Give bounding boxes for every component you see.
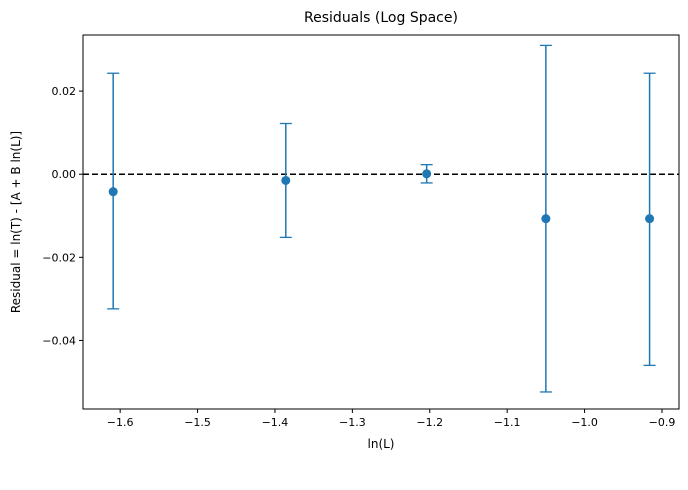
- data-point: [281, 175, 291, 185]
- plot-frame: [82, 34, 680, 410]
- x-tick-label: −1.2: [416, 416, 443, 429]
- y-tick-label: 0.00: [52, 168, 77, 181]
- x-axis-label: ln(L): [368, 437, 395, 451]
- x-tick-label: −1.3: [339, 416, 366, 429]
- y-tick-label: 0.02: [52, 85, 77, 98]
- data-point: [645, 214, 655, 224]
- y-tick-label: −0.02: [42, 251, 76, 264]
- y-tick-label: −0.04: [42, 334, 76, 347]
- data-point: [541, 214, 551, 224]
- x-tick-label: −1.6: [107, 416, 134, 429]
- data-point-group: [279, 122, 292, 239]
- x-tick-label: −1.4: [262, 416, 289, 429]
- x-tick-label: −1.5: [184, 416, 211, 429]
- data-point: [108, 187, 118, 197]
- data-point-group: [107, 72, 120, 310]
- y-axis-label: Residual = ln(T) - [A + B ln(L)]: [9, 131, 23, 313]
- data-point: [422, 169, 432, 179]
- chart-title: Residuals (Log Space): [304, 10, 458, 26]
- x-tick-label: −1.0: [571, 416, 598, 429]
- x-tick-label: −0.9: [649, 416, 676, 429]
- data-point-group: [420, 164, 433, 184]
- data-point-group: [643, 72, 656, 367]
- data-point-group: [539, 44, 552, 393]
- x-tick-label: −1.1: [494, 416, 521, 429]
